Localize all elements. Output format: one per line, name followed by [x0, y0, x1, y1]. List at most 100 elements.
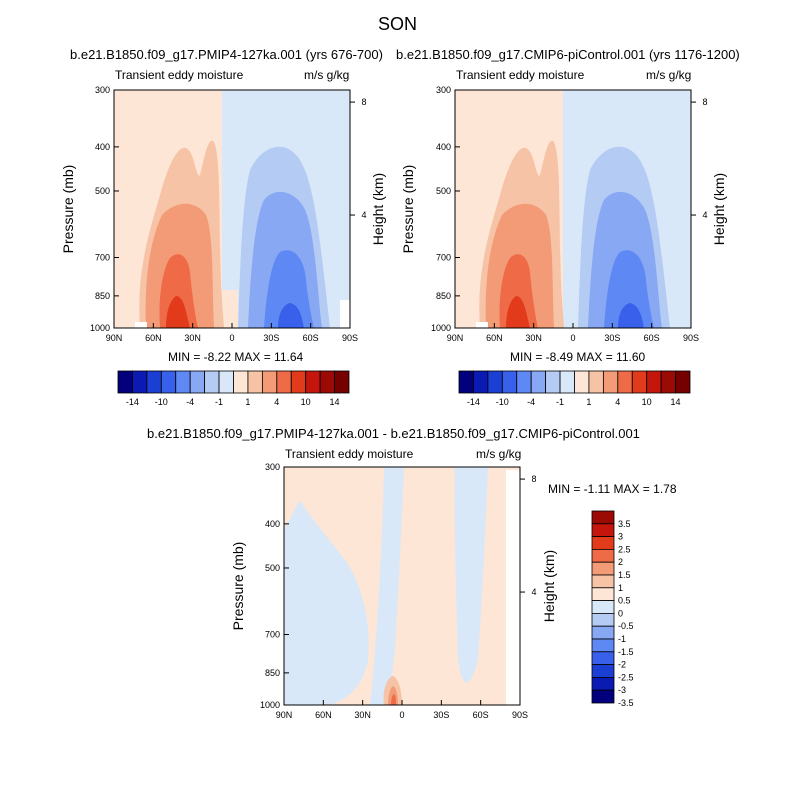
colorbar-label: 2: [618, 557, 623, 567]
colorbar-label: 1: [618, 583, 623, 593]
y-tick-label: 400: [436, 142, 451, 152]
y-tick-label: 400: [95, 142, 110, 152]
y-tick-label: 300: [95, 85, 110, 95]
colorbar-label: -1: [215, 397, 223, 407]
x-tick-label: 60S: [644, 333, 660, 343]
colorbar-swatch: [160, 370, 177, 394]
panel-1-contour-neg-3: [264, 250, 314, 328]
x-tick-label: 60S: [303, 333, 319, 343]
colorbar-label: 2.5: [618, 544, 631, 554]
panel-3-right-label: m/s g/kg: [476, 447, 522, 461]
colorbar-label: 3.5: [618, 519, 631, 529]
colorbar-swatch: [218, 370, 234, 394]
x-tick-label: 90S: [512, 710, 528, 720]
colorbar-swatch: [617, 370, 633, 394]
panel-3-contour-neg-south: [454, 467, 488, 683]
x-tick-label: 60N: [486, 333, 503, 343]
figure-title: SON: [378, 14, 418, 34]
colorbar-label: 10: [301, 397, 311, 407]
x-tick-label: 30N: [184, 333, 201, 343]
x-tick-label: 0: [399, 710, 404, 720]
x-tick-label: 90N: [106, 333, 123, 343]
colorbar-swatch: [588, 370, 604, 394]
colorbar-swatch: [261, 370, 278, 394]
colorbar-swatch: [591, 561, 615, 576]
y-right-tick-label: 4: [702, 210, 707, 220]
y-tick-label: 500: [265, 563, 280, 573]
colorbar-swatch: [545, 370, 561, 394]
panel-1-title: b.e21.B1850.f09_g17.PMIP4-127ka.001 (yrs…: [70, 47, 383, 62]
colorbar-swatch: [132, 370, 148, 394]
colorbar-label: -10: [496, 397, 509, 407]
colorbar-swatch: [501, 370, 518, 394]
colorbar-swatch: [591, 664, 615, 678]
colorbar-label: -0.5: [618, 621, 634, 631]
panel-3-contour-pos-3: [391, 694, 396, 705]
colorbar-swatch: [591, 549, 615, 563]
colorbar-label: 14: [671, 397, 681, 407]
panel-3-left-label: Transient eddy moisture: [285, 447, 414, 461]
y-right-tick-label: 8: [361, 97, 366, 107]
x-tick-label: 0: [570, 333, 575, 343]
x-tick-label: 0: [229, 333, 234, 343]
x-tick-label: 30S: [263, 333, 279, 343]
colorbar-swatch: [591, 536, 615, 550]
colorbar-label: 1: [586, 397, 591, 407]
colorbar-swatch: [334, 370, 350, 394]
colorbar-swatch: [204, 370, 220, 394]
y-tick-label: 850: [265, 668, 280, 678]
panel-2-right-label: m/s g/kg: [646, 68, 692, 82]
colorbar-swatch: [247, 370, 263, 394]
y-axis-title: Pressure (mb): [400, 165, 416, 254]
panel-1-axes: 90N 60N 30N 0 30S 60S 90S 300 400 500 700 850 1000 8 4…: [60, 85, 386, 343]
panel-3-plot: [284, 467, 520, 705]
colorbar-swatch: [631, 370, 648, 394]
panel-2-colorbar: -14 -10 -4 -1 1 4 10 14: [458, 370, 691, 407]
colorbar-swatch: [591, 677, 615, 691]
colorbar-swatch: [189, 370, 206, 394]
colorbar-swatch: [516, 370, 532, 394]
panel-2-stats: MIN = -8.49 MAX = 11.60: [510, 350, 646, 364]
x-tick-label: 30N: [525, 333, 542, 343]
x-tick-label: 60N: [315, 710, 332, 720]
y-tick-label: 1000: [90, 323, 110, 333]
panel-1-contour-neg-4: [278, 303, 304, 328]
panel-3-contour-neg-west: [284, 500, 369, 705]
x-tick-label: 90S: [342, 333, 358, 343]
panel-3-colorbar: 3.5 3 2.5 2 1.5 1 0.5 0 -0.5 -1 -1.5 -2 -2.5 -3 -3.5: [591, 510, 634, 708]
y-tick-label: 700: [265, 629, 280, 639]
y-tick-label: 700: [95, 252, 110, 262]
x-tick-label: 90N: [447, 333, 464, 343]
panel-1-plot: [114, 90, 350, 328]
colorbar-label: -14: [467, 397, 480, 407]
x-tick-label: 60N: [145, 333, 162, 343]
x-tick-label: 30S: [433, 710, 449, 720]
colorbar-swatch: [559, 370, 575, 394]
x-tick-label: 30S: [604, 333, 620, 343]
colorbar-swatch: [290, 370, 307, 394]
colorbar-swatch: [146, 370, 162, 394]
colorbar-swatch: [473, 370, 489, 394]
colorbar-label: 0.5: [618, 596, 631, 606]
colorbar-label: -3: [618, 685, 626, 695]
panel-2-contour-neg-3: [604, 250, 654, 328]
colorbar-label: -2.5: [618, 672, 634, 682]
y-tick-label: 500: [436, 186, 451, 196]
colorbar-label: -1.5: [618, 647, 634, 657]
panel-1-left-label: Transient eddy moisture: [115, 68, 244, 82]
colorbar-label: 10: [642, 397, 652, 407]
y-right-tick-label: 4: [531, 587, 536, 597]
colorbar-label: 0: [618, 608, 623, 618]
colorbar-label: -4: [527, 397, 535, 407]
colorbar-swatch: [591, 510, 615, 525]
colorbar-label: 1.5: [618, 570, 631, 580]
colorbar-swatch: [305, 370, 321, 394]
y-tick-label: 850: [95, 291, 110, 301]
panel-2-left-label: Transient eddy moisture: [456, 68, 585, 82]
colorbar-label: 3: [618, 532, 623, 542]
panel-2-contour-pos-4: [506, 296, 530, 328]
colorbar-label: 4: [615, 397, 620, 407]
panel-1-right-label: m/s g/kg: [304, 68, 350, 82]
colorbar-swatch: [117, 370, 133, 394]
colorbar-label: -14: [126, 397, 139, 407]
